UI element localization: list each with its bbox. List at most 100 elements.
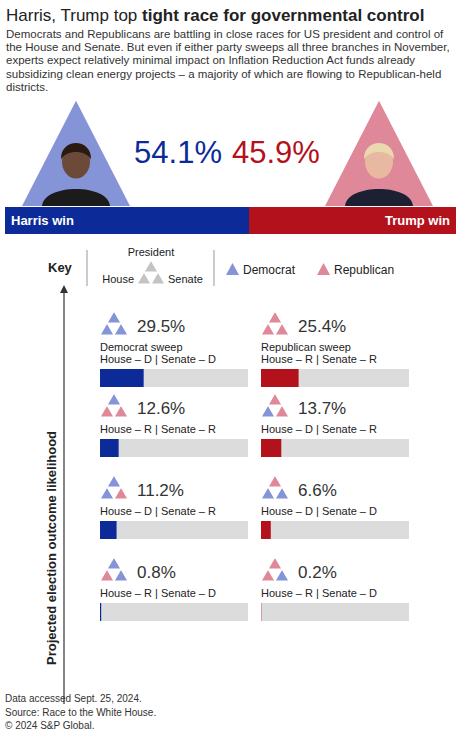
- scenario-triangle: [261, 323, 275, 335]
- category-label: House – R | Senate – D: [100, 587, 216, 599]
- plot-area: [100, 603, 101, 621]
- scenario-triangle: [100, 487, 114, 499]
- data-label: 12.6%: [137, 399, 185, 418]
- key-triangle: [137, 272, 151, 284]
- category-label: Democrat sweepHouse – D | Senate – D: [100, 341, 216, 365]
- note: Source: Race to the White House.: [5, 707, 156, 718]
- bar: [5, 207, 249, 234]
- scenario-triangle: [100, 569, 114, 581]
- scenario-triangle: [107, 393, 121, 405]
- note: Data accessed Sept. 25, 2024.: [5, 693, 142, 704]
- legend-swatch: [226, 263, 239, 275]
- data-label: 0.2%: [298, 563, 337, 582]
- plot-area: [100, 369, 144, 387]
- key-separator: [87, 250, 88, 286]
- data-label: 6.6%: [298, 481, 337, 500]
- chart-container: Harris, Trump top tight race for governm…: [0, 0, 461, 742]
- bar-track: [261, 521, 409, 539]
- plot-area: [261, 603, 262, 621]
- category-label: House – D | Senate – R: [100, 505, 216, 517]
- bar-track: [100, 369, 248, 387]
- data-label: 11.2%: [137, 481, 184, 500]
- series-label: Trump win: [385, 213, 450, 228]
- category-label: House – R | Senate – R: [100, 423, 216, 435]
- title-emphasis: tight race for governmental control: [142, 6, 424, 25]
- plot-area: [261, 369, 299, 387]
- background: [0, 0, 461, 742]
- plot-area: [5, 207, 456, 234]
- key-triangle: [144, 260, 158, 272]
- axis-arrowhead: [60, 285, 68, 293]
- bar-track: [100, 521, 248, 539]
- category-label: House – D | Senate – R: [261, 423, 377, 435]
- data-label: 45.9%: [232, 135, 320, 170]
- data-label: 25.4%: [298, 317, 346, 336]
- title: Harris, Trump top tight race for governm…: [6, 6, 424, 25]
- portrait-shoulders: [42, 189, 110, 206]
- category-label: House – R | Senate – D: [261, 587, 377, 599]
- plot-area: [100, 439, 119, 457]
- legend-swatch: [317, 263, 330, 275]
- scenario-triangle: [107, 311, 121, 323]
- header-triangle: [325, 101, 433, 206]
- scenario-triangle: [114, 323, 128, 335]
- key-label: House: [102, 273, 134, 285]
- axis-arrow: [63, 292, 64, 704]
- bar: [100, 603, 101, 621]
- bar: [100, 369, 144, 387]
- note: © 2024 S&P Global.: [5, 720, 94, 731]
- scenario-triangle: [114, 487, 128, 499]
- chart-svg: Harris, Trump top tight race for governm…: [0, 0, 461, 742]
- bar: [100, 521, 117, 539]
- bar: [100, 439, 119, 457]
- bar: [261, 439, 281, 457]
- key-title: Key: [48, 260, 73, 275]
- scenario-triangle: [261, 569, 275, 581]
- portrait-hair: [61, 143, 91, 160]
- scenario-triangle: [107, 557, 121, 569]
- key-label: President: [128, 246, 174, 258]
- scenario-triangle: [107, 475, 121, 487]
- bar: [261, 603, 262, 621]
- scenario-triangle: [100, 405, 114, 417]
- scenario-triangle: [275, 569, 289, 581]
- category-label: Republican sweepHouse – R | Senate – R: [261, 341, 377, 365]
- plot-area: [261, 439, 281, 457]
- bar-track: [100, 603, 248, 621]
- bar: [261, 369, 299, 387]
- portrait-hair: [364, 143, 394, 160]
- scenario-triangle: [114, 569, 128, 581]
- plot-area: [261, 521, 271, 539]
- scenario-triangle: [275, 487, 289, 499]
- data-label: 13.7%: [298, 399, 346, 418]
- category-label: House – D | Senate – D: [261, 505, 377, 517]
- data-label: 0.8%: [137, 563, 176, 582]
- scenario-triangle: [268, 311, 282, 323]
- key-label: Senate: [168, 273, 203, 285]
- series-label: Harris win: [11, 213, 74, 228]
- key-separator: [214, 250, 215, 286]
- subtitle: Democrats and Republicans are battling i…: [6, 28, 450, 93]
- bar-track: [100, 439, 248, 457]
- scenario-triangle: [268, 393, 282, 405]
- data-label: 29.5%: [137, 317, 185, 336]
- bar-track: [261, 603, 409, 621]
- scenario-triangle: [261, 487, 275, 499]
- legend-label: Republican: [334, 263, 394, 277]
- bar: [249, 207, 456, 234]
- scenario-triangle: [100, 323, 114, 335]
- header-triangle: [22, 101, 130, 206]
- scenario-triangle: [261, 405, 275, 417]
- scenario-triangle: [268, 475, 282, 487]
- portrait-shoulders: [345, 189, 413, 206]
- scenario-triangle: [114, 405, 128, 417]
- data-label: 54.1%: [134, 135, 222, 170]
- bar: [261, 521, 271, 539]
- key-triangle: [151, 272, 165, 284]
- bar-track: [261, 439, 409, 457]
- scenario-triangle: [275, 323, 289, 335]
- plot-area: [100, 521, 117, 539]
- y-axis-title: Projected election outcome likelihood: [44, 431, 59, 665]
- legend-label: Democrat: [243, 263, 296, 277]
- scenario-triangle: [268, 557, 282, 569]
